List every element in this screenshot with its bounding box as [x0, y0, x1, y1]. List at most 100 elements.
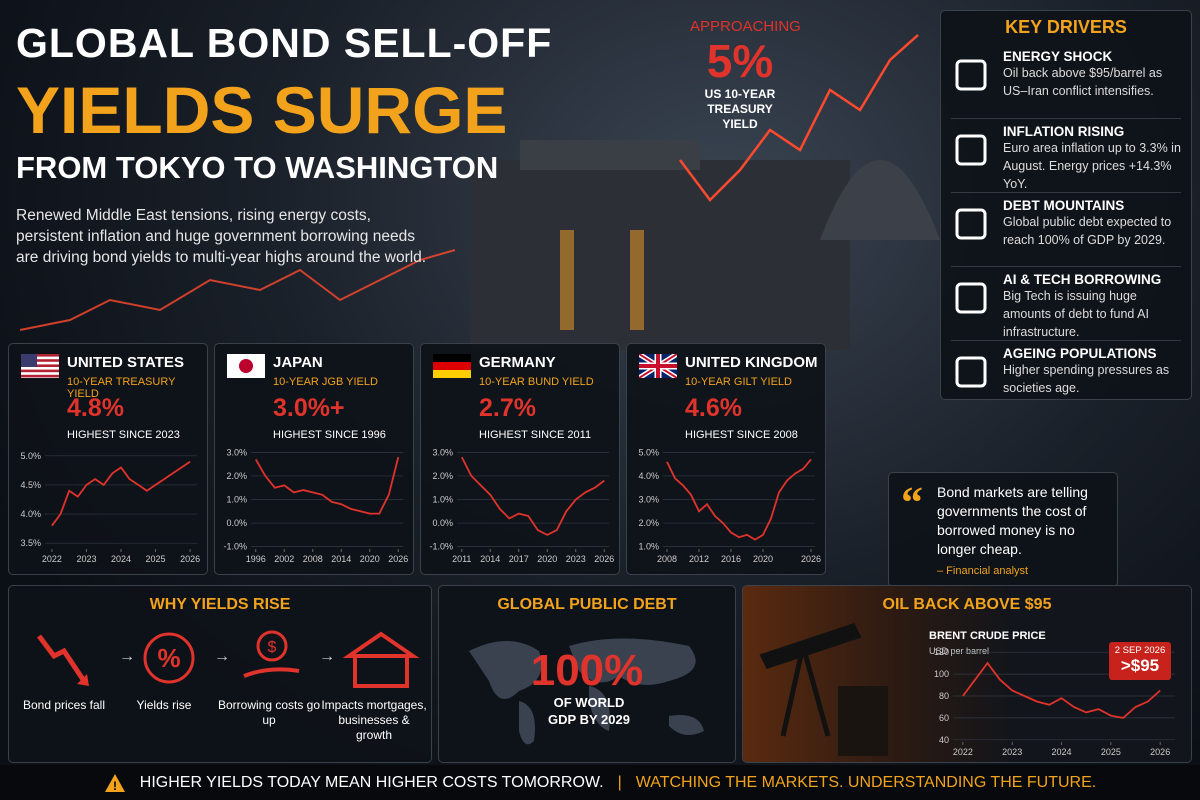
- x-tick-label: 2024: [1052, 747, 1072, 757]
- country: UNITED STATES: [67, 354, 184, 371]
- icon-shape: [955, 208, 987, 240]
- step-icons: → % → $ →: [37, 630, 420, 688]
- footer-left: HIGHER YIELDS TODAY MEAN HIGHER COSTS TO…: [139, 773, 604, 791]
- x-tick-label: 2008: [657, 554, 677, 564]
- y-tick-label: 2.0%: [226, 471, 247, 481]
- y-tick-label: 1.0%: [226, 495, 247, 505]
- debt-value: 100%: [530, 646, 644, 695]
- x-tick-label: 1996: [246, 554, 266, 564]
- y-tick-label: 120: [934, 647, 949, 657]
- driver-desc: Euro area inflation up to 3.3% in August…: [1003, 141, 1181, 191]
- flag: [21, 354, 59, 378]
- x-tick-label: 2016: [721, 554, 741, 564]
- intro: Renewed Middle East tensions, rising ene…: [16, 207, 427, 266]
- hero-kicker: APPROACHING: [690, 18, 801, 35]
- step-label: Borrowing costs go up: [217, 698, 321, 727]
- svg-text:%: %: [157, 643, 180, 673]
- x-tick-label: 2026: [388, 554, 408, 564]
- warning-icon: !: [104, 773, 125, 793]
- country-card: GERMANY 10-YEAR BUND YIELD 2.7% HIGHEST …: [420, 343, 620, 575]
- svg-text:→: →: [214, 648, 230, 665]
- x-tick-label: 2002: [274, 554, 294, 564]
- y-tick-label: 1.0%: [432, 495, 453, 505]
- x-tick-label: 2026: [180, 554, 200, 564]
- country: JAPAN: [273, 354, 323, 371]
- decor-line: [679, 34, 919, 202]
- x-tick-label: 2008: [303, 554, 323, 564]
- flag: [639, 354, 677, 378]
- why-panel: WHY YIELDS RISE → % → $ → Bond prices fa…: [8, 585, 432, 763]
- y-tick-label: 2.0%: [638, 518, 659, 528]
- world-map: [469, 638, 704, 745]
- panel-title: WHY YIELDS RISE: [149, 596, 291, 613]
- panel-title: OIL BACK ABOVE $95: [882, 596, 1052, 613]
- y-tick-label: 4.0%: [638, 471, 659, 481]
- y-tick-label: -1.0%: [223, 542, 247, 552]
- driver-icon: [955, 134, 987, 166]
- card-subtitle: 10-YEAR BUND YIELD: [479, 376, 594, 388]
- country-card: UNITED KINGDOM 10-YEAR GILT YIELD 4.6% H…: [626, 343, 826, 575]
- building: [470, 160, 850, 350]
- y-tick-label: 5.0%: [20, 451, 41, 461]
- x-tick-label: 2023: [566, 554, 586, 564]
- x-tick-label: 2012: [689, 554, 709, 564]
- x-tick-label: 2011: [452, 554, 471, 564]
- x-tick-label: 2017: [509, 554, 529, 564]
- oil-panel: OIL BACK ABOVE $95 BRENT CRUDE PRICE USD…: [742, 585, 1192, 763]
- line: [255, 456, 400, 515]
- line: [666, 458, 812, 541]
- country: GERMANY: [479, 354, 556, 371]
- y-tick-label: 0.0%: [226, 518, 247, 528]
- footer-right: WATCHING THE MARKETS. UNDERSTANDING THE …: [635, 773, 1097, 791]
- quote-box: “ Bond markets are telling governments t…: [888, 472, 1118, 587]
- x-tick-label: 2020: [537, 554, 557, 564]
- quote-mark: “: [901, 478, 923, 527]
- driver-title: AGEING POPULATIONS: [1003, 346, 1157, 361]
- backdrop: [19, 34, 940, 350]
- driver-text: INFLATION RISING Euro area inflation up t…: [1003, 124, 1181, 191]
- y-tick-label: -1.0%: [429, 542, 453, 552]
- x-tick-label: 2023: [76, 554, 96, 564]
- y-tick-label: 40: [939, 735, 949, 745]
- y-tick-label: 4.0%: [20, 509, 41, 519]
- axis-label: USD per barrel: [929, 646, 990, 656]
- hero: APPROACHING 5% US 10-YEAR TREASURY YIELD: [690, 18, 801, 132]
- x-tick-label: 2026: [594, 554, 614, 564]
- svg-text:→: →: [319, 648, 335, 665]
- driver-desc: Oil back above $95/barrel as US–Iran con…: [1003, 66, 1163, 98]
- driver-desc: Higher spending pressures as societies a…: [1003, 363, 1170, 395]
- pumpjack: [759, 622, 888, 756]
- y-tick-label: 5.0%: [638, 447, 659, 457]
- capitol-dome: [820, 160, 940, 240]
- x-tick-label: 2023: [1002, 747, 1022, 757]
- y-tick-label: 3.5%: [20, 538, 41, 548]
- card-subtitle: 10-YEAR TREASURY YIELD: [67, 376, 176, 400]
- icon-shape: [955, 356, 987, 388]
- building-roof: [520, 140, 700, 170]
- hero-label: US 10-YEAR TREASURY YIELD: [704, 87, 776, 131]
- driver: AI & TECH BORROWING Big Tech is issuing h…: [951, 266, 1181, 340]
- hero-value: 5%: [706, 35, 774, 87]
- driver-text: AI & TECH BORROWING Big Tech is issuing h…: [1003, 272, 1181, 339]
- x-tick-label: 2022: [953, 747, 973, 757]
- step-label: Bond prices fall: [22, 698, 106, 712]
- line: [962, 661, 1161, 719]
- svg-text:!: !: [113, 779, 117, 793]
- callout-value: >$95: [1120, 656, 1160, 675]
- callout: 2 SEP 2026 >$95: [1109, 642, 1171, 680]
- note: HIGHEST SINCE 1996: [273, 429, 386, 441]
- y-tick-label: 4.5%: [20, 480, 41, 490]
- chart: -1.0% 0.0% 1.0% 2.0% 3.0% 1996 2002 2008 2014 202…: [223, 447, 408, 564]
- title: YIELDS SURGE: [16, 73, 508, 147]
- chart: 3.5% 4.0% 4.5% 5.0% 2022 2023 2024 2025 2026: [20, 451, 200, 564]
- callout-date: 2 SEP 2026: [1114, 645, 1166, 656]
- y-tick-label: 3.0%: [226, 447, 247, 457]
- note: HIGHEST SINCE 2011: [479, 429, 592, 441]
- chart: -1.0% 0.0% 1.0% 2.0% 3.0% 2011 2014 2017 2020 202…: [429, 447, 614, 564]
- driver-icon: [955, 282, 987, 314]
- headline: 2.7%: [479, 394, 536, 422]
- driver-desc: Global public debt expected to reach 100…: [1003, 215, 1172, 247]
- country: UNITED KINGDOM: [685, 354, 818, 371]
- y-tick-label: 3.0%: [638, 495, 659, 505]
- icon-shape: [955, 282, 987, 314]
